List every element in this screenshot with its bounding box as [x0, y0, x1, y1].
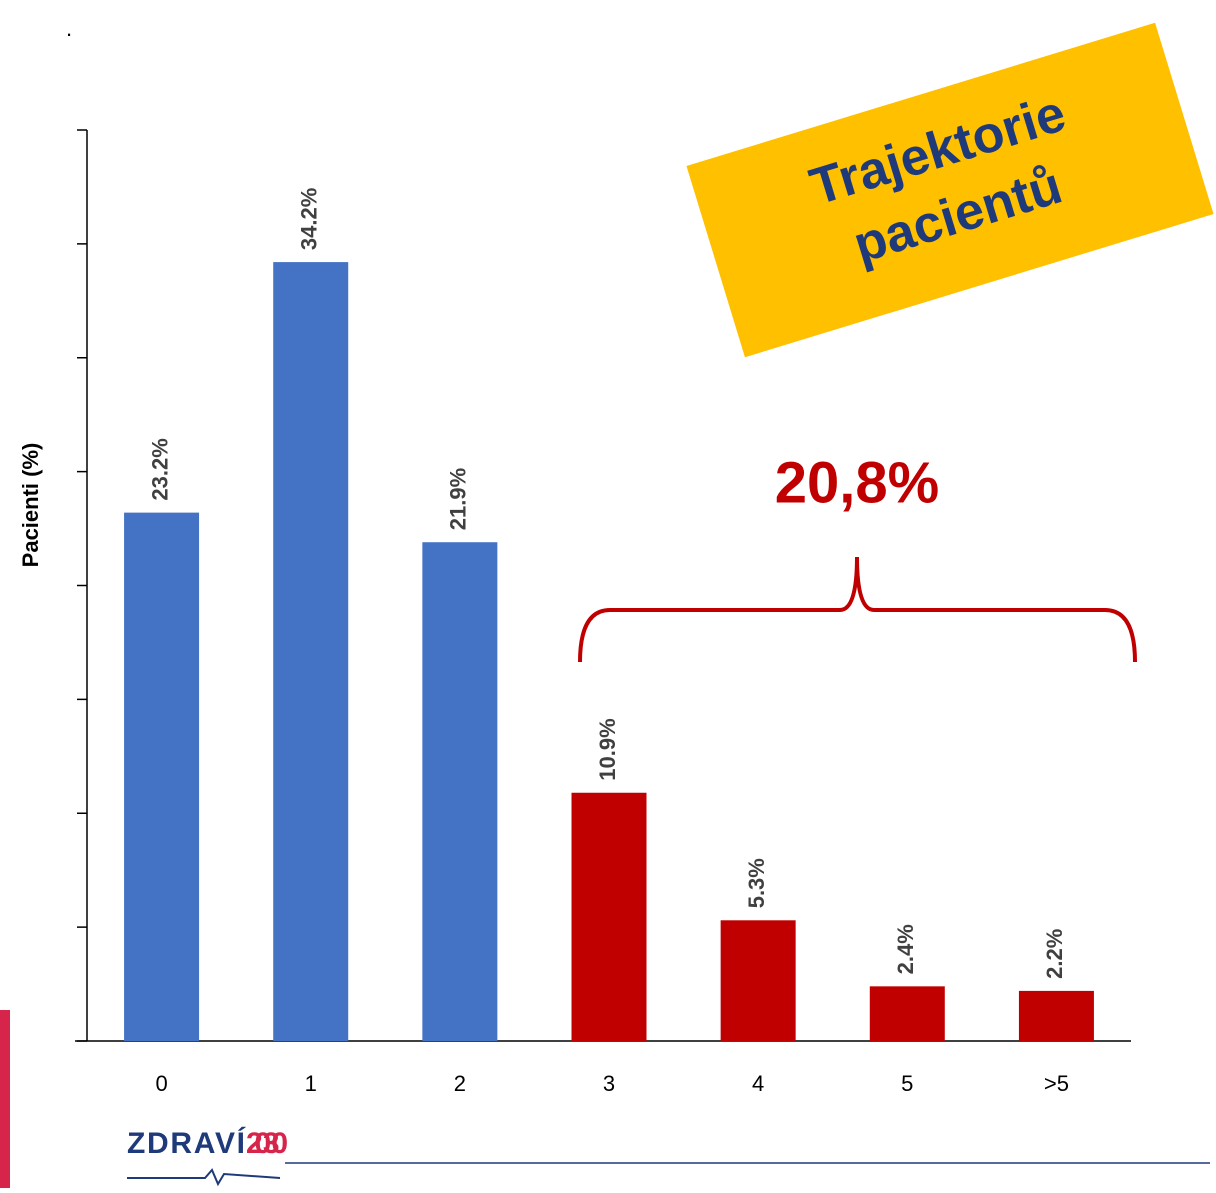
x-tick-label: 4 — [752, 1071, 764, 1096]
bar — [422, 542, 498, 1041]
logo-year: 2030 — [246, 1127, 288, 1160]
bar — [571, 792, 647, 1041]
value-label: 10.9% — [595, 718, 620, 780]
y-axis-label: Pacienti (%) — [18, 443, 43, 568]
x-tick-label: 5 — [901, 1071, 913, 1096]
callout-box — [686, 22, 1214, 358]
value-label: 34.2% — [297, 188, 322, 250]
logo-name: ZDRAVÍ — [127, 1126, 246, 1160]
bar — [720, 920, 796, 1041]
logo-wave — [127, 1168, 281, 1187]
callout: Trajektorie pacientů — [686, 22, 1214, 358]
x-tick-label: 2 — [454, 1071, 466, 1096]
bracket — [578, 556, 1137, 663]
x-tick-label: 3 — [603, 1071, 615, 1096]
annotation: 20,8% — [775, 450, 939, 515]
bar — [869, 986, 945, 1041]
value-label: 5.3% — [744, 858, 769, 908]
dot: . — [66, 16, 72, 41]
bar — [273, 262, 349, 1042]
x-tick-label: 0 — [155, 1071, 167, 1096]
x-tick-label: >5 — [1044, 1071, 1069, 1096]
side-decoration — [0, 1010, 10, 1188]
value-label: 2.4% — [893, 924, 918, 974]
value-label: 23.2% — [147, 438, 172, 500]
value-label: 21.9% — [446, 468, 471, 530]
logo: ZDRAVÍ 2030 — [127, 1126, 288, 1187]
bar — [124, 512, 200, 1041]
x-tick-label: 1 — [305, 1071, 317, 1096]
value-label: 2.2% — [1042, 929, 1067, 979]
bar — [1018, 990, 1094, 1041]
